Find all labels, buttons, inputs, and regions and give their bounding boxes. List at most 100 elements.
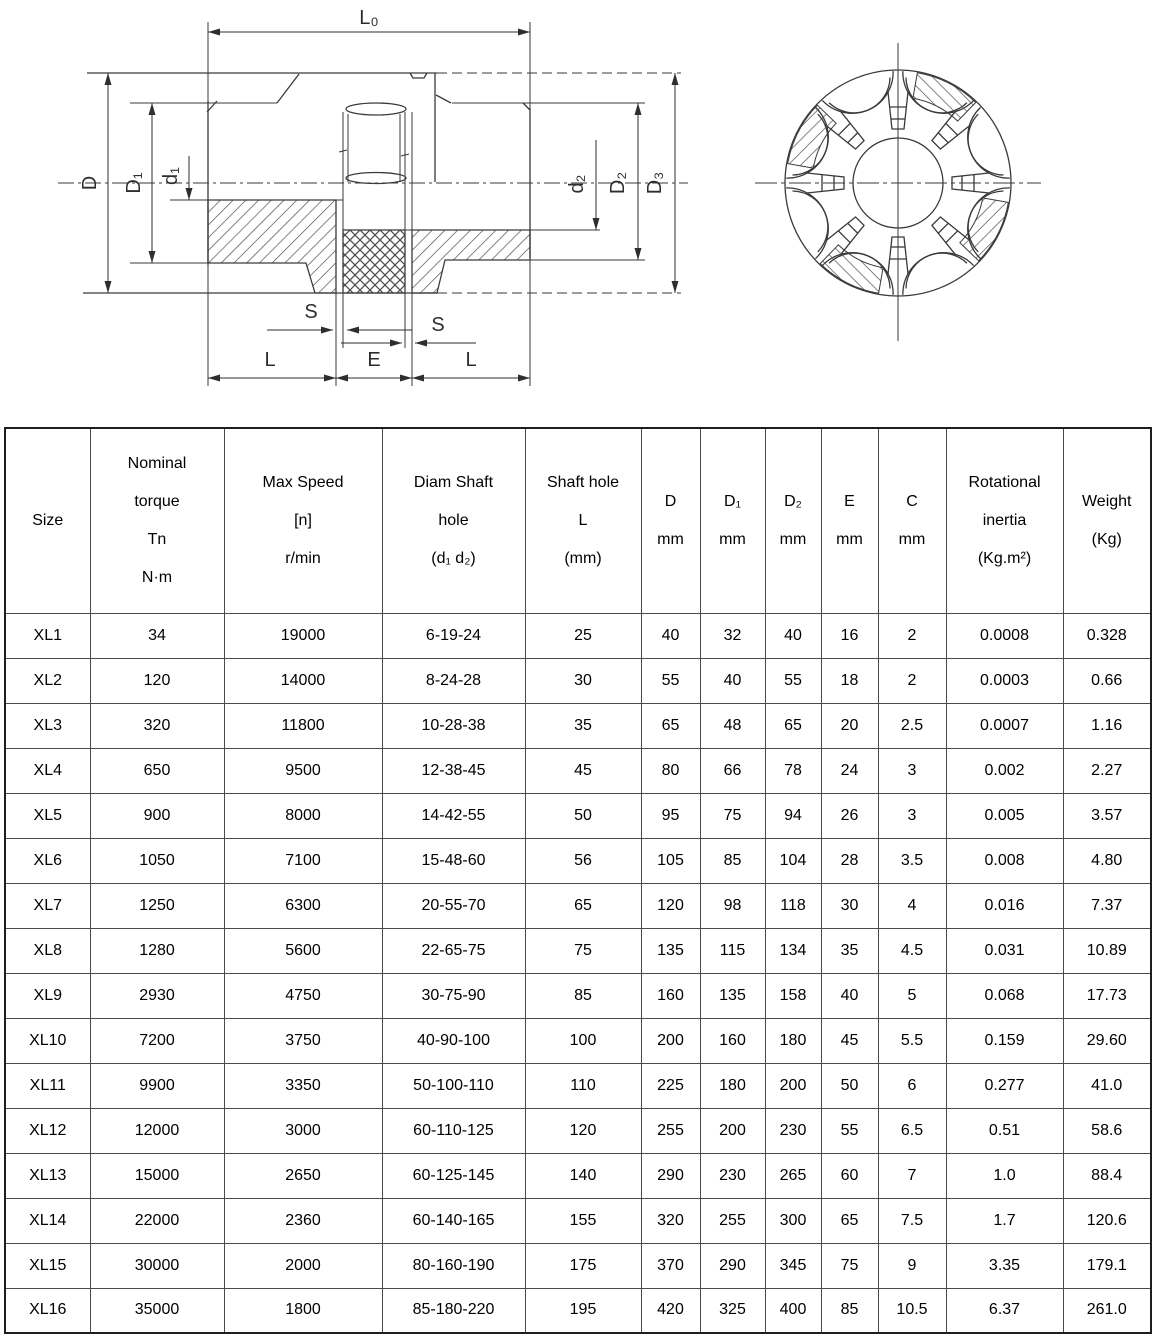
table-row: XL2 120 14000 8-24-28 30 55 40 55 18 2 0.0003 0.66 [4,657,1152,704]
cell-weight: 29.60 [1062,1017,1152,1064]
cell-shaft-hole-l: 50 [524,792,642,839]
cell-nominal-torque: 15000 [89,1152,225,1199]
cell-d2: 65 [764,702,822,749]
outer-rim-circle [784,69,1012,297]
header-line: inertia [982,511,1027,529]
table-row: XL1 34 19000 6-19-24 25 40 32 40 16 2 0.0008 0.328 [4,612,1152,659]
cell-d2: 134 [764,927,822,974]
cell-diam-shaft-hole: 10-28-38 [381,702,526,749]
cell-nominal-torque: 900 [89,792,225,839]
cell-size: XL3 [4,702,91,749]
cell-max-speed: 14000 [223,657,383,704]
cell-nominal-torque: 12000 [89,1107,225,1154]
cell-d2: 118 [764,882,822,929]
cell-d1: 255 [699,1197,766,1244]
header-line: N·m [141,568,173,586]
cell-diam-shaft-hole: 20-55-70 [381,882,526,929]
cell-d: 105 [640,837,701,884]
cell-nominal-torque: 120 [89,657,225,704]
table-row: XL12 12000 3000 60-110-125 120 255 200 230 55 6.5… [4,1107,1152,1154]
header-line: hole [438,511,469,529]
header-line: E [844,492,855,510]
header-cell-rotational-inertia: Rotational inertia (Kg.m²) [945,427,1064,614]
cell-weight: 3.57 [1062,792,1152,839]
cell-c: 10.5 [877,1287,947,1334]
cell-weight: 7.37 [1062,882,1152,929]
cell-max-speed: 9500 [223,747,383,794]
cell-d: 120 [640,882,701,929]
cell-d2: 104 [764,837,822,884]
cell-diam-shaft-hole: 8-24-28 [381,657,526,704]
cell-max-speed: 1800 [223,1287,383,1334]
cell-e: 45 [820,1017,879,1064]
cell-rotational-inertia: 0.031 [945,927,1064,974]
header-line: Size [32,511,64,529]
cell-rotational-inertia: 0.016 [945,882,1064,929]
cell-shaft-hole-l: 100 [524,1017,642,1064]
spec-table-header: Size Nominal torque Tn N·m Max Speed [n] r/min D… [4,427,1152,614]
cell-d1: 98 [699,882,766,929]
header-cell-d1: D₁ mm [699,427,766,614]
cell-c: 3 [877,747,947,794]
table-row: XL14 22000 2360 60-140-165 155 320 255 300 65 7.5… [4,1197,1152,1244]
cell-weight: 120.6 [1062,1197,1152,1244]
header-line: [n] [294,511,312,529]
cell-d1: 75 [699,792,766,839]
cell-d: 225 [640,1062,701,1109]
cell-shaft-hole-l: 30 [524,657,642,704]
cell-e: 20 [820,702,879,749]
header-line: (d₁ d₂) [431,549,476,567]
table-row: XL13 15000 2650 60-125-145 140 290 230 265 60 7 1.… [4,1152,1152,1199]
cell-size: XL10 [4,1017,91,1064]
cell-diam-shaft-hole: 30-75-90 [381,972,526,1019]
dim-label-L-left: L [264,349,275,371]
spider-section [342,229,406,294]
cell-nominal-torque: 1050 [89,837,225,884]
cell-d2: 55 [764,657,822,704]
header-line: mm [657,530,684,548]
cell-d2: 94 [764,792,822,839]
dim-label-D1: D₁ [123,172,145,193]
cell-d1: 200 [699,1107,766,1154]
cell-nominal-torque: 34 [89,612,225,659]
cell-weight: 1.16 [1062,702,1152,749]
table-row: XL6 1050 7100 15-48-60 56 105 85 104 28 3.5 0.008 4… [4,837,1152,884]
cell-diam-shaft-hole: 15-48-60 [381,837,526,884]
cell-max-speed: 6300 [223,882,383,929]
cell-nominal-torque: 35000 [89,1287,225,1334]
cell-diam-shaft-hole: 6-19-24 [381,612,526,659]
header-line: (Kg.m²) [977,549,1032,567]
cell-weight: 58.6 [1062,1107,1152,1154]
cell-d: 135 [640,927,701,974]
cell-max-speed: 5600 [223,927,383,974]
cell-diam-shaft-hole: 12-38-45 [381,747,526,794]
cell-e: 24 [820,747,879,794]
cell-d2: 265 [764,1152,822,1199]
cell-rotational-inertia: 0.51 [945,1107,1064,1154]
header-line: mm [779,530,807,548]
header-line: (Kg) [1091,530,1122,548]
dim-label-D: D [79,176,101,190]
cell-nominal-torque: 30000 [89,1242,225,1289]
cell-diam-shaft-hole: 22-65-75 [381,927,526,974]
cell-nominal-torque: 1280 [89,927,225,974]
header-line: Max Speed [262,473,344,491]
cell-rotational-inertia: 0.0003 [945,657,1064,704]
cell-e: 30 [820,882,879,929]
table-row: XL9 2930 4750 30-75-90 85 160 135 158 40 5 0.068 17… [4,972,1152,1019]
cell-c: 7 [877,1152,947,1199]
table-row: XL11 9900 3350 50-100-110 110 225 180 200 50 6 0.2… [4,1062,1152,1109]
cell-shaft-hole-l: 56 [524,837,642,884]
table-row: XL5 900 8000 14-42-55 50 95 75 94 26 3 0.005 3.57 [4,792,1152,839]
side-section-view [58,22,688,386]
cell-e: 28 [820,837,879,884]
cell-c: 4 [877,882,947,929]
header-line: mm [719,530,746,548]
cell-nominal-torque: 7200 [89,1017,225,1064]
cell-size: XL5 [4,792,91,839]
cell-size: XL14 [4,1197,91,1244]
cell-max-speed: 2360 [223,1197,383,1244]
cell-rotational-inertia: 0.005 [945,792,1064,839]
header-line: torque [134,492,180,510]
cell-weight: 17.73 [1062,972,1152,1019]
